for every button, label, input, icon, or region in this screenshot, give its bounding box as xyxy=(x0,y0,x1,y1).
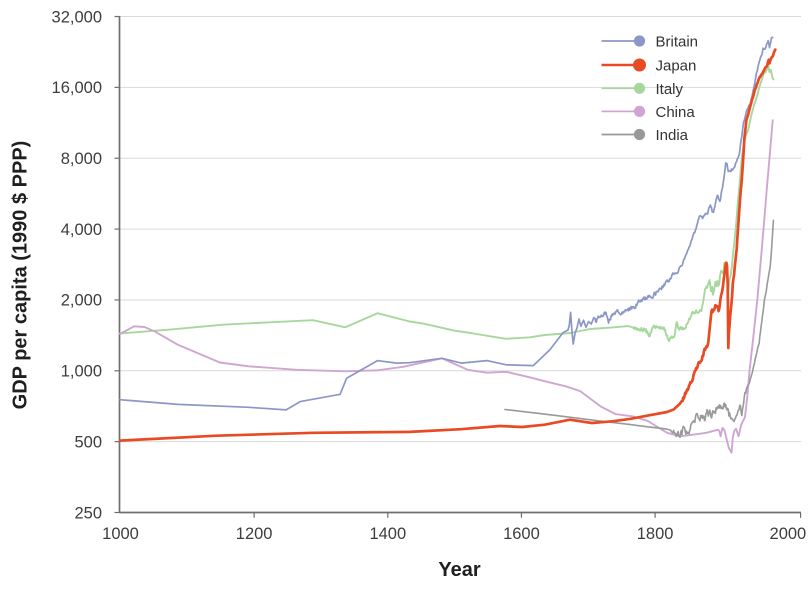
svg-text:Year: Year xyxy=(438,559,480,581)
svg-text:1800: 1800 xyxy=(637,525,674,543)
svg-text:1600: 1600 xyxy=(503,525,540,543)
svg-text:Italy: Italy xyxy=(656,81,684,98)
svg-text:1200: 1200 xyxy=(236,525,273,543)
svg-text:32,000: 32,000 xyxy=(52,8,102,26)
svg-text:Japan: Japan xyxy=(656,58,697,75)
svg-text:China: China xyxy=(656,104,696,121)
svg-text:1000: 1000 xyxy=(102,525,139,543)
svg-text:2,000: 2,000 xyxy=(61,292,102,310)
svg-text:Britain: Britain xyxy=(656,34,699,51)
svg-text:India: India xyxy=(656,127,689,144)
svg-text:8,000: 8,000 xyxy=(61,150,102,168)
svg-text:250: 250 xyxy=(74,504,102,522)
svg-text:1,000: 1,000 xyxy=(61,363,102,381)
svg-text:GDP per capita (1990 $ PPP): GDP per capita (1990 $ PPP) xyxy=(10,141,32,410)
svg-text:1400: 1400 xyxy=(369,525,406,543)
svg-text:4,000: 4,000 xyxy=(61,221,102,239)
svg-text:16,000: 16,000 xyxy=(52,79,102,97)
svg-text:500: 500 xyxy=(74,433,102,451)
svg-text:2000: 2000 xyxy=(770,525,807,543)
